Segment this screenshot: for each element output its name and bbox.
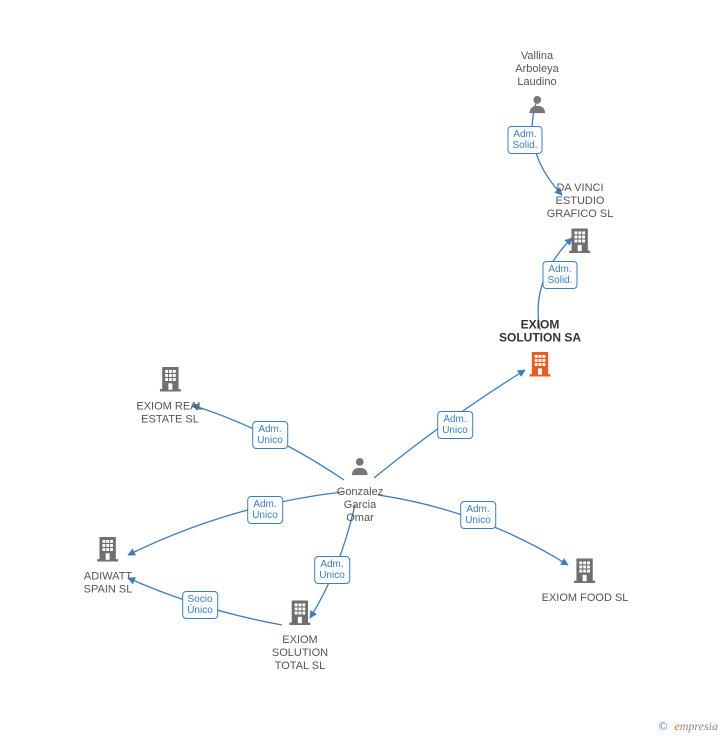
edge-badge-e_gonzalez_realestate: Adm. Unico xyxy=(252,421,288,449)
edge-badge-e_gonzalez_total: Adm. Unico xyxy=(314,556,350,584)
node-vallina[interactable]: Vallina Arboleya Laudino xyxy=(515,50,558,120)
edges-layer xyxy=(0,0,728,740)
node-exiom_real_estate[interactable]: EXIOM REAL ESTATE SL xyxy=(136,364,203,427)
node-label: DA VINCI ESTUDIO GRAFICO SL xyxy=(547,182,614,221)
node-exiom_solution[interactable]: EXIOM SOLUTION SA xyxy=(499,319,581,382)
node-label: Gonzalez Garcia Omar xyxy=(337,486,383,525)
node-label: EXIOM SOLUTION TOTAL SL xyxy=(272,634,328,673)
node-exiom_food[interactable]: EXIOM FOOD SL xyxy=(542,555,629,605)
node-exiom_total[interactable]: EXIOM SOLUTION TOTAL SL xyxy=(272,597,328,673)
node-label: ADIWATT SPAIN SL xyxy=(84,571,133,597)
edge-badge-e_vallina_davinci: Adm. Solid. xyxy=(507,126,542,154)
building-icon xyxy=(94,534,122,562)
diagram-canvas: Gonzalez Garcia Omar Vallina Arboleya Lau… xyxy=(0,0,728,740)
edge-badge-e_gonzalez_exiom: Adm. Unico xyxy=(437,411,473,439)
node-label: EXIOM SOLUTION SA xyxy=(499,319,581,345)
edge-e_gonzalez_exiom xyxy=(374,370,525,478)
watermark-brand-rest: mpresia xyxy=(680,719,718,733)
person-icon xyxy=(526,93,548,115)
building-icon xyxy=(156,364,184,392)
edge-badge-e_exiom_davinci: Adm. Solid. xyxy=(542,261,577,289)
edge-e_gonzalez_realestate xyxy=(192,405,344,480)
building-icon xyxy=(566,225,594,253)
node-adiwatt[interactable]: ADIWATT SPAIN SL xyxy=(84,534,133,597)
person-icon xyxy=(349,455,371,477)
building-icon xyxy=(526,349,554,377)
node-gonzalez[interactable]: Gonzalez Garcia Omar xyxy=(337,455,383,525)
edge-badge-e_gonzalez_adiwatt: Adm. Unico xyxy=(247,496,283,524)
copyright-symbol: © xyxy=(658,719,667,733)
node-label: EXIOM FOOD SL xyxy=(542,592,629,605)
edge-badge-e_gonzalez_food: Adm. Unico xyxy=(460,501,496,529)
node-da_vinci[interactable]: DA VINCI ESTUDIO GRAFICO SL xyxy=(547,182,614,258)
edge-badge-e_total_adiwatt: Socio Único xyxy=(182,591,218,619)
edge-e_total_adiwatt xyxy=(128,578,282,625)
edge-e_gonzalez_adiwatt xyxy=(128,492,342,555)
building-icon xyxy=(571,555,599,583)
watermark: © empresia xyxy=(658,719,718,734)
building-icon xyxy=(286,597,314,625)
edge-e_gonzalez_food xyxy=(378,495,568,565)
node-label: Vallina Arboleya Laudino xyxy=(515,50,558,89)
node-label: EXIOM REAL ESTATE SL xyxy=(136,401,203,427)
